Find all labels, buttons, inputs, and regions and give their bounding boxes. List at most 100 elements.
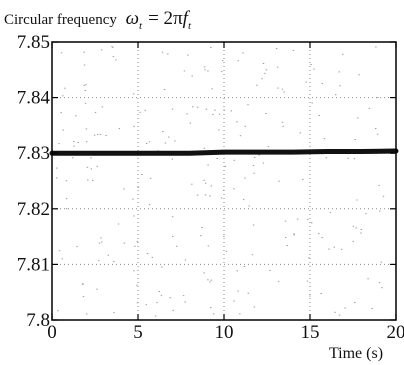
noise-dot [269, 270, 271, 271]
noise-dot [309, 295, 311, 297]
noise-dot [207, 279, 209, 281]
noise-dot [161, 51, 164, 53]
noise-dot [76, 246, 78, 248]
noise-dot [204, 69, 206, 71]
noise-dot [328, 248, 330, 250]
noise-dot [132, 93, 135, 95]
noise-dot [253, 306, 256, 308]
chart-title-prefix: Circular frequency [4, 12, 117, 28]
grid [52, 42, 396, 320]
noise-dot [210, 47, 212, 48]
noise-dot [101, 106, 104, 108]
noise-dot [211, 88, 213, 90]
noise-dot [233, 159, 235, 161]
x-tick-label: 0 [47, 322, 57, 343]
noise-dot [99, 133, 102, 135]
formula-equals: = 2 [148, 8, 173, 29]
noise-dot [113, 312, 115, 314]
noise-dot [111, 46, 113, 48]
noise-dot [247, 104, 249, 106]
noise-dot [169, 297, 171, 299]
noise-dot [196, 194, 199, 196]
noise-dot [321, 82, 323, 84]
noise-dot [321, 237, 323, 239]
noise-dot [342, 53, 344, 55]
noise-dot [146, 143, 148, 144]
noise-dot [203, 66, 206, 68]
noise-dot [75, 115, 77, 117]
noise-dot [333, 246, 335, 248]
noise-dot [221, 71, 223, 73]
noise-dot [151, 256, 153, 258]
noise-dot [338, 314, 341, 316]
y-tick-label: 7.82 [17, 199, 50, 220]
noise-dot [222, 60, 224, 62]
noise-dot [214, 109, 216, 111]
noise-dot [281, 121, 284, 123]
noise-dot [356, 199, 358, 201]
noise-dot [62, 129, 64, 131]
noise-dot [72, 157, 74, 159]
noise-dot [243, 266, 246, 267]
series-line [49, 148, 399, 156]
noise-dot [105, 134, 107, 136]
noise-dot [65, 198, 68, 200]
y-tick-label: 7.84 [17, 88, 51, 109]
noise-dot [220, 197, 223, 199]
noise-dot [323, 138, 326, 140]
noise-dot [117, 223, 120, 225]
noise-dot [335, 94, 337, 96]
noise-dot [296, 218, 299, 220]
y-axis-ticks: 7.8 7.81 7.82 7.83 7.84 7.85 [17, 32, 396, 331]
noise-dot [218, 113, 221, 115]
noise-dot [189, 122, 191, 124]
noise-dot [306, 280, 309, 282]
noise-dot [83, 64, 86, 66]
noise-dot [168, 136, 170, 138]
noise-dot [57, 310, 59, 312]
noise-dot [112, 46, 114, 48]
noise-dot [367, 278, 369, 280]
x-tick-label: 5 [133, 322, 143, 343]
noise-dot [247, 292, 249, 294]
noise-dot [239, 313, 241, 315]
noise-dot [191, 183, 193, 185]
noise-dot [347, 157, 349, 159]
noise-dot [187, 54, 189, 56]
noise-dot [83, 51, 85, 53]
noise-dot [158, 291, 160, 293]
noise-dot [132, 198, 134, 200]
noise-dot [160, 295, 163, 297]
noise-dot [233, 300, 235, 302]
noise-dot [341, 248, 343, 250]
noise-dot [163, 89, 166, 90]
noise-dot [204, 194, 207, 196]
noise-dot [237, 60, 239, 62]
noise-dot [360, 229, 362, 230]
noise-dot [375, 46, 377, 48]
noise-dot [192, 106, 194, 108]
noise-dot [307, 218, 309, 220]
noise-dot [262, 63, 265, 64]
y-tick-label: 7.83 [17, 143, 50, 164]
noise-dot [242, 52, 244, 54]
noise-dot [62, 95, 64, 97]
noise-dot [58, 250, 61, 252]
noise-dot [207, 70, 209, 72]
noise-dot [136, 302, 139, 304]
noise-dot [318, 233, 320, 235]
noise-dot [85, 128, 88, 130]
noise-dot [73, 141, 75, 142]
noise-dot [123, 188, 125, 190]
noise-dot [200, 235, 202, 237]
noise-dot [100, 237, 102, 239]
noise-dot [87, 179, 89, 181]
noise-dot [282, 125, 284, 127]
noise-dot [223, 109, 225, 111]
noise-dot [209, 195, 211, 197]
chart-title: Circular frequency ωt = 2πft [4, 8, 192, 32]
noise-dot [56, 167, 58, 169]
formula-f: f [183, 8, 191, 29]
background-noise [56, 46, 385, 317]
noise-dot [77, 142, 79, 143]
